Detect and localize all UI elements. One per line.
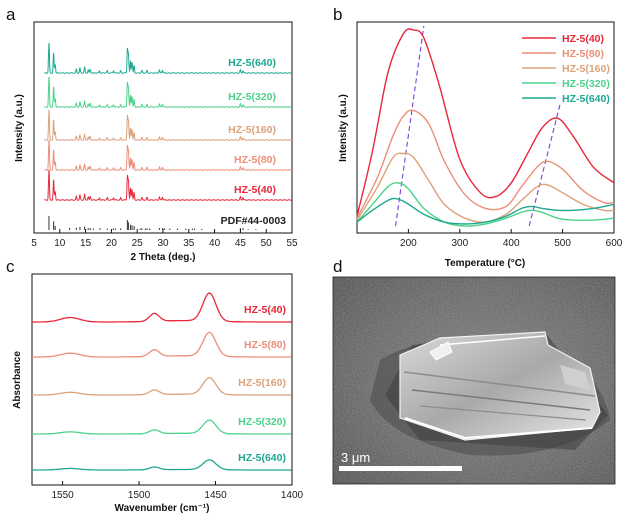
xrd-label-HZ-5(40): HZ-5(40) [234,184,276,196]
ir-series-HZ-5(40) [32,292,292,323]
legend-label-HZ-5(640): HZ-5(640) [562,93,610,105]
ir-series-HZ-5(640) [32,459,292,471]
xrd-tick-label-25: 25 [132,238,144,249]
legend: HZ-5(40) HZ-5(80) HZ-5(160) HZ-5(320) HZ-5(6… [522,33,610,105]
xrd-tick-label-55: 55 [286,238,298,249]
ir-tick-label-1550: 1550 [51,490,74,501]
y-axis-title-b: Intensity (a.u.) [338,94,349,162]
x-axis-title-b: Temperature (°C) [445,258,526,269]
ir-series-HZ-5(80) [32,331,292,358]
ir-series [32,292,292,471]
xrd-tick-label-40: 40 [209,238,221,249]
tpd-series-HZ-5(320) [356,182,615,227]
panel-b: b HZ-5(40)HZ-5(80)HZ-5(160)HZ-5(320)HZ-5… [333,5,623,269]
scale-bar-label: 3 μm [341,450,370,465]
xrd-label-HZ-5(80): HZ-5(80) [234,154,276,166]
tpd-tick-label-400: 400 [503,238,520,249]
xrd-tick-label-5: 5 [31,238,37,249]
tpd-series-HZ-5(640) [356,197,615,225]
xrd-tick-label-50: 50 [261,238,273,249]
xrd-label-HZ-5(640): HZ-5(640) [228,57,276,69]
xrd-label-HZ-5(160): HZ-5(160) [228,124,276,136]
xrd-series-HZ-5(80) [44,140,293,171]
legend-label-HZ-5(160): HZ-5(160) [562,63,610,75]
y-axis-title-a: Intensity (a.u.) [14,94,25,162]
legend-label-HZ-5(80): HZ-5(80) [562,48,604,60]
xrd-series-HZ-5(640) [44,43,293,74]
ir-series-HZ-5(160) [32,377,292,396]
x-axis-ticks-c: 1550 1500 1450 1400 [51,481,304,501]
tpd-series-HZ-5(80) [356,109,615,219]
panel-a: a PDF#44-0003 HZ-5(640) HZ-5(320) HZ-5(160… [6,5,298,263]
ir-label-HZ-5(640): HZ-5(640) [238,452,286,464]
xrd-tick-label-10: 10 [54,238,66,249]
panel-letter-b: b [333,5,342,24]
panel-letter-c: c [6,257,15,276]
ir-label-HZ-5(320): HZ-5(320) [238,416,286,428]
xrd-tick-label-35: 35 [183,238,195,249]
ir-series-labels: HZ-5(40) HZ-5(80) HZ-5(160) HZ-5(320) HZ-5(6… [238,304,286,464]
ir-label-HZ-5(160): HZ-5(160) [238,377,286,389]
tpd-series [356,28,615,227]
panel-d: d [332,257,616,485]
tpd-tick-label-500: 500 [554,238,571,249]
xrd-tick-label-20: 20 [106,238,118,249]
tpd-tick-label-300: 300 [451,238,468,249]
xrd-series [44,43,293,201]
x-axis-title-a: 2 Theta (deg.) [130,252,195,263]
xrd-series-HZ-5(160) [44,110,293,141]
reference-pattern: PDF#44-0003 [48,215,287,230]
ir-tick-label-1450: 1450 [204,490,227,501]
plot-frame-c [31,273,293,486]
y-axis-title-c: Absorbance [12,351,23,409]
x-axis-ticks-a: 5 10 15 20 25 30 35 40 45 50 55 [31,229,298,249]
panel-letter-a: a [6,5,16,24]
xrd-series-HZ-5(40) [44,170,293,201]
tpd-tick-label-600: 600 [606,238,623,249]
x-axis-title-c: Wavenumber (cm⁻¹) [115,503,210,514]
xrd-tick-label-45: 45 [235,238,247,249]
peak-guide-1 [528,104,561,227]
panel-c: c HZ-5(40)HZ-5(80)HZ-5(160)HZ-5(320)HZ-5… [6,257,304,514]
xrd-label-HZ-5(320): HZ-5(320) [228,91,276,103]
panel-letter-d: d [333,257,342,276]
x-axis-ticks-b: 200 300 400 500 600 [400,229,623,249]
xrd-tick-label-15: 15 [80,238,92,249]
xrd-series-labels: HZ-5(640) HZ-5(320) HZ-5(160) HZ-5(80) HZ-5(… [228,57,276,196]
ir-tick-label-1500: 1500 [128,490,151,501]
legend-label-HZ-5(40): HZ-5(40) [562,33,604,45]
xrd-series-HZ-5(320) [44,77,293,108]
peak-shift-guides [395,26,561,227]
zeolite-crystal [399,331,601,441]
legend-label-HZ-5(320): HZ-5(320) [562,78,610,90]
plot-frame-b [356,21,615,234]
ir-label-HZ-5(80): HZ-5(80) [244,339,286,351]
sem-image [333,277,615,484]
ir-tick-label-1400: 1400 [281,490,304,501]
ir-label-HZ-5(40): HZ-5(40) [244,304,286,316]
tpd-series-HZ-5(160) [356,152,615,223]
tpd-tick-label-200: 200 [400,238,417,249]
tpd-series-HZ-5(40) [356,28,615,217]
scale-bar [339,466,462,471]
ir-series-HZ-5(320) [32,419,292,435]
reference-label: PDF#44-0003 [221,215,287,227]
peak-guide-0 [395,26,425,227]
xrd-tick-label-30: 30 [157,238,169,249]
